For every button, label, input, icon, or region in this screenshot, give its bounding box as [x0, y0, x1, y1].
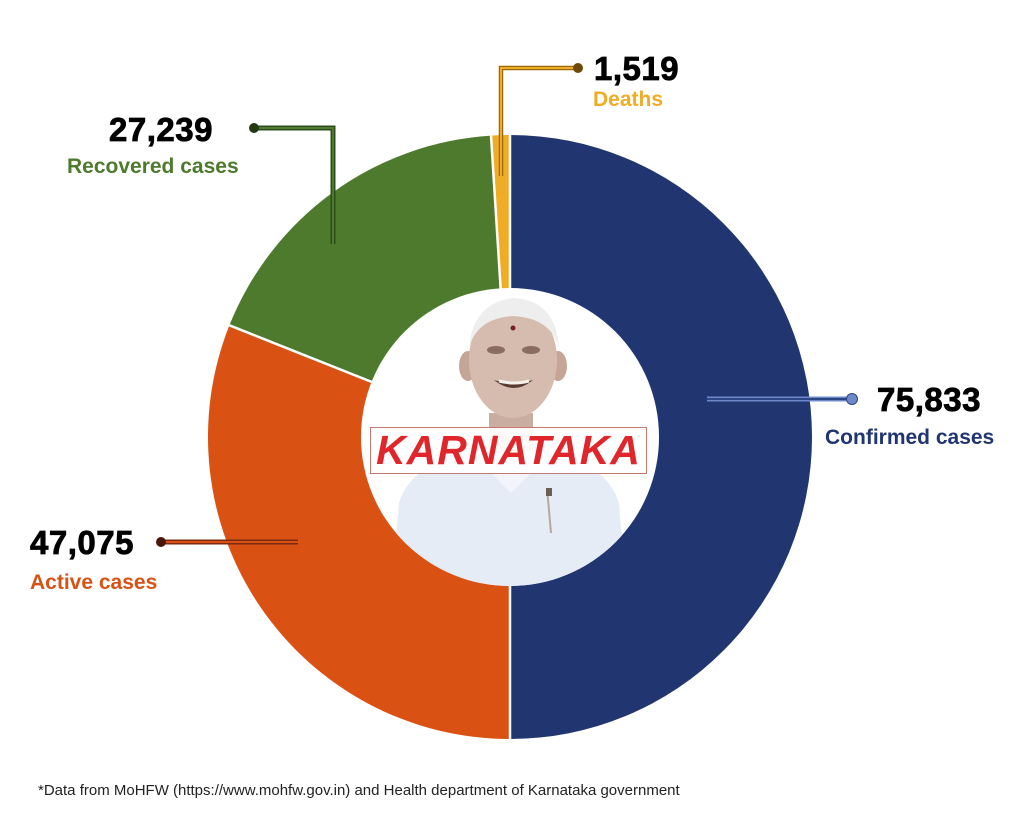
recovered-label: Recovered cases [67, 155, 239, 178]
active-value: 47,075 [30, 524, 134, 562]
state-title-box: KARNATAKA [370, 427, 647, 474]
confirmed-value: 75,833 [877, 381, 981, 419]
slice-confirmed [510, 135, 812, 739]
connector-confirmed [707, 393, 858, 405]
confirmed-label: Confirmed cases [825, 426, 995, 449]
connector-recovered [249, 123, 336, 244]
deaths-label: Deaths [593, 88, 664, 111]
active-label: Active cases [30, 571, 158, 594]
deaths-value: 1,519 [594, 50, 680, 88]
recovered-value: 27,239 [109, 111, 213, 149]
source-footnote: *Data from MoHFW (https://www.mohfw.gov.… [38, 782, 680, 799]
connector-deaths [498, 63, 583, 176]
state-title: KARNATAKA [376, 427, 641, 473]
connector-active [156, 537, 298, 547]
